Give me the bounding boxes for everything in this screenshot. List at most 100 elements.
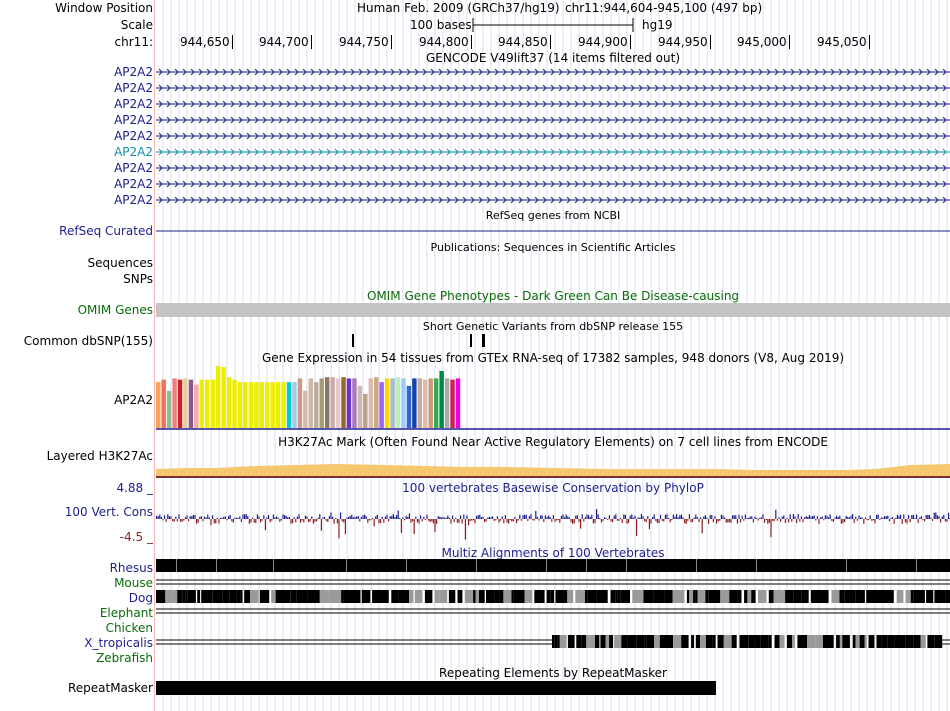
gtex-tissue-bar bbox=[455, 378, 461, 428]
gtex-tissue-bar bbox=[444, 378, 450, 428]
gtex-tissue-bar bbox=[156, 382, 161, 428]
gencode-item-label[interactable]: AP2A2 bbox=[114, 97, 153, 111]
gtex-tissue-bar bbox=[368, 378, 373, 428]
ruler-tick-label: 944,900 bbox=[578, 35, 628, 49]
gtex-tissue-bar bbox=[390, 378, 395, 428]
gtex-tissue-bar bbox=[205, 379, 210, 428]
ruler-tick-label: 945,000 bbox=[737, 35, 787, 49]
phylop-min-label: -4.5 _ bbox=[119, 530, 153, 544]
ruler-tick bbox=[550, 35, 551, 49]
ruler-tick-label: 944,800 bbox=[419, 35, 469, 49]
scale-db: hg19 bbox=[642, 18, 673, 32]
ruler-tick bbox=[311, 35, 312, 49]
repeat-element[interactable] bbox=[156, 681, 716, 695]
gtex-tissue-bar bbox=[166, 390, 172, 428]
repeatmasker-label[interactable]: RepeatMasker bbox=[67, 681, 153, 695]
multiz-track[interactable] bbox=[156, 559, 950, 665]
snp-mark bbox=[470, 334, 472, 347]
gencode-item-label[interactable]: AP2A2 bbox=[114, 161, 153, 175]
pub-sequences-label[interactable]: Sequences bbox=[87, 256, 153, 270]
gtex-tissue-bar bbox=[357, 385, 363, 428]
multiz-species-label[interactable]: Zebrafish bbox=[96, 651, 153, 665]
gencode-item-label[interactable]: AP2A2 bbox=[114, 177, 153, 191]
scale-text: 100 bases bbox=[410, 18, 472, 32]
multiz-species-label[interactable]: Chicken bbox=[105, 621, 153, 635]
dbsnp-label[interactable]: Common dbSNP(155) bbox=[23, 334, 153, 348]
publications-title: Publications: Sequences in Scientific Ar… bbox=[430, 241, 676, 254]
gtex-tissue-bar bbox=[406, 385, 412, 428]
gtex-tissue-bar bbox=[335, 378, 341, 428]
refseq-track[interactable] bbox=[156, 228, 950, 234]
ruler-tick-label: 944,750 bbox=[339, 35, 389, 49]
gtex-tissue-bar bbox=[281, 382, 286, 428]
gtex-tissue-bar bbox=[395, 377, 401, 428]
gtex-tissue-bar bbox=[412, 378, 417, 428]
multiz-species-label[interactable]: Dog bbox=[128, 591, 153, 605]
gencode-item-label[interactable]: AP2A2 bbox=[114, 129, 153, 143]
ruler-tick-label: 944,850 bbox=[498, 35, 548, 49]
repeatmasker-title: Repeating Elements by RepeatMasker bbox=[439, 666, 667, 680]
refseq-curated-label[interactable]: RefSeq Curated bbox=[59, 224, 153, 238]
gtex-tissue-bar bbox=[232, 379, 237, 428]
snp-mark bbox=[482, 334, 485, 347]
multiz-species-label[interactable]: Mouse bbox=[114, 576, 153, 590]
gtex-tissue-bar bbox=[265, 382, 270, 428]
gtex-tissue-bar bbox=[215, 366, 221, 428]
h3k27ac-track[interactable] bbox=[156, 460, 950, 478]
multiz-species-label[interactable]: X_tropicalis bbox=[84, 636, 153, 650]
gtex-tissue-bar bbox=[254, 382, 259, 428]
gencode-transcript bbox=[156, 84, 950, 92]
omim-genes-label[interactable]: OMIM Genes bbox=[77, 303, 153, 317]
gtex-track[interactable] bbox=[156, 366, 950, 432]
h3k27ac-signal bbox=[156, 464, 950, 478]
gtex-tissue-bar bbox=[210, 379, 215, 428]
gtex-tissue-bar bbox=[226, 377, 232, 428]
gencode-title: GENCODE V49lift37 (14 items filtered out… bbox=[425, 51, 680, 65]
gtex-tissue-bar bbox=[379, 382, 384, 428]
gtex-tissue-bar bbox=[319, 378, 324, 428]
pub-snps-label[interactable]: SNPs bbox=[123, 272, 153, 286]
ruler-tick bbox=[630, 35, 631, 49]
gtex-tissue-bar bbox=[346, 378, 352, 428]
gtex-tissue-bar bbox=[188, 379, 194, 428]
gencode-item-label[interactable]: AP2A2 bbox=[114, 145, 153, 159]
phylop-max-label: 4.88 _ bbox=[116, 481, 153, 495]
position-readout: chr11:944,604-945,100 (497 bp) bbox=[565, 1, 763, 15]
gtex-tissue-bar bbox=[286, 382, 292, 428]
ruler-tick-label: 944,950 bbox=[658, 35, 708, 49]
gtex-tissue-bar bbox=[237, 382, 243, 428]
gtex-tissue-bar bbox=[275, 382, 281, 428]
gencode-transcript bbox=[156, 164, 950, 172]
gencode-transcript bbox=[156, 68, 950, 76]
gtex-tissue-bar bbox=[417, 378, 423, 428]
multiz-title: Multiz Alignments of 100 Vertebrates bbox=[441, 546, 665, 560]
gencode-item-label[interactable]: AP2A2 bbox=[114, 81, 153, 95]
dbsnp-title: Short Genetic Variants from dbSNP releas… bbox=[422, 320, 684, 333]
scale-label: Scale bbox=[120, 18, 153, 32]
omim-track[interactable] bbox=[156, 303, 950, 317]
assembly-title: Human Feb. 2009 (GRCh37/hg19) bbox=[357, 1, 560, 15]
gencode-item-label[interactable]: AP2A2 bbox=[114, 113, 153, 127]
gtex-gene-label[interactable]: AP2A2 bbox=[114, 393, 153, 407]
gtex-tissue-bar bbox=[199, 379, 205, 428]
multiz-species-label[interactable]: Rhesus bbox=[109, 561, 153, 575]
scale-bar bbox=[472, 18, 634, 32]
gencode-item-label[interactable]: AP2A2 bbox=[114, 193, 153, 207]
h3k27ac-title: H3K27Ac Mark (Often Found Near Active Re… bbox=[278, 435, 828, 449]
gtex-tissue-bar bbox=[423, 379, 428, 428]
dbsnp-track[interactable] bbox=[156, 334, 950, 348]
gtex-tissue-bar bbox=[428, 378, 433, 428]
gtex-tissue-bar bbox=[330, 377, 335, 428]
phylop-track[interactable] bbox=[156, 505, 950, 545]
gtex-tissue-bar bbox=[243, 382, 248, 428]
gencode-track[interactable] bbox=[156, 64, 950, 209]
gencode-transcript bbox=[156, 148, 950, 156]
h3k27ac-label[interactable]: Layered H3K27Ac bbox=[46, 449, 153, 463]
gtex-tissue-bar bbox=[363, 393, 368, 428]
gtex-tissue-bar bbox=[177, 379, 183, 428]
phylop-label[interactable]: 100 Vert. Cons bbox=[64, 505, 153, 519]
gencode-item-label[interactable]: AP2A2 bbox=[114, 65, 153, 79]
gtex-tissue-bar bbox=[352, 378, 357, 428]
gtex-tissue-bar bbox=[384, 378, 390, 428]
multiz-species-label[interactable]: Elephant bbox=[99, 606, 153, 620]
